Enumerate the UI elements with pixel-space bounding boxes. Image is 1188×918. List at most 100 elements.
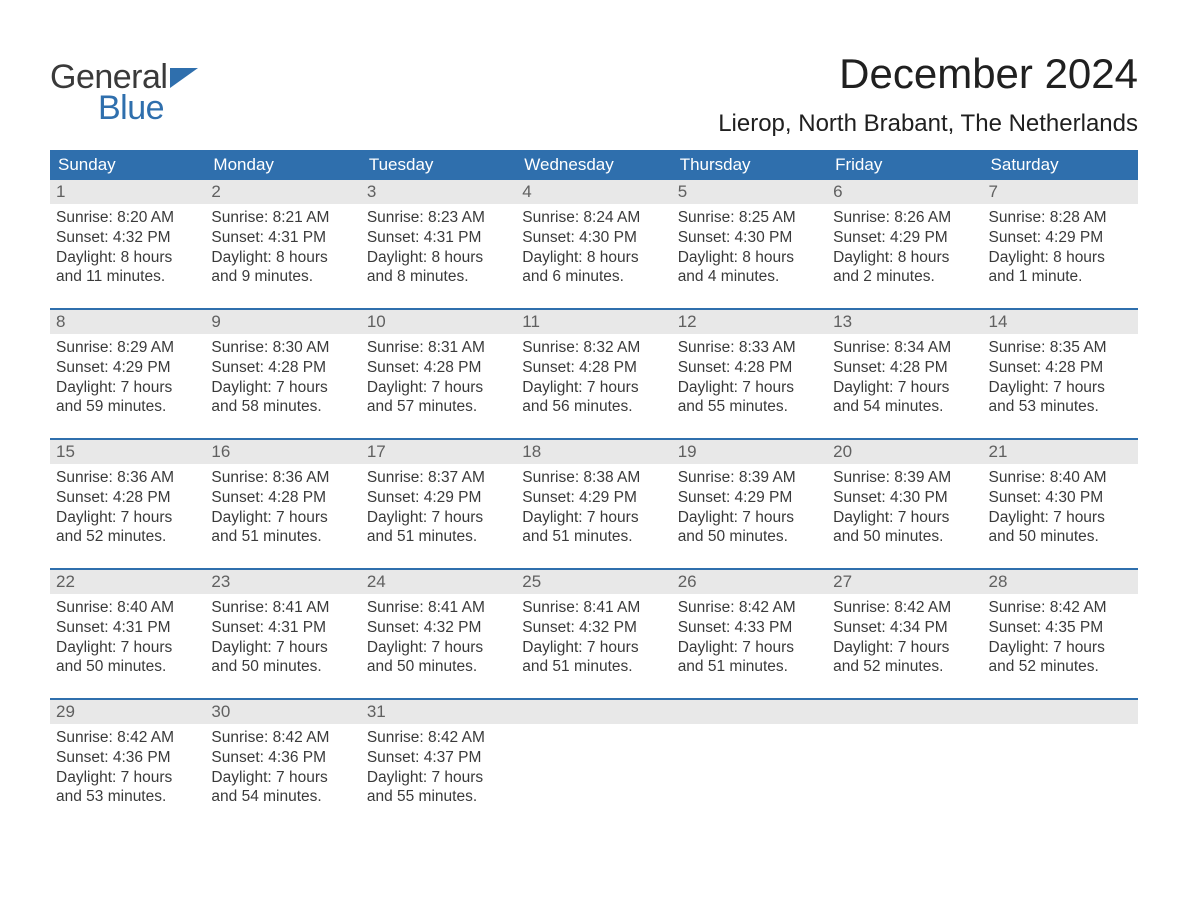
sunrise-line: Sunrise: 8:28 AM [989, 208, 1132, 228]
day-body: Sunrise: 8:28 AMSunset: 4:29 PMDaylight:… [983, 204, 1138, 287]
daylight-line-2: and 55 minutes. [367, 787, 510, 807]
calendar-day: 8 Sunrise: 8:29 AMSunset: 4:29 PMDaylight… [50, 310, 205, 438]
daylight-line-1: Daylight: 7 hours [211, 378, 354, 398]
daylight-line-1: Daylight: 7 hours [522, 378, 665, 398]
daylight-line-2: and 50 minutes. [211, 657, 354, 677]
day-number: 4 [516, 180, 671, 204]
calendar-day: 7Sunrise: 8:28 AMSunset: 4:29 PMDaylight… [983, 180, 1138, 308]
day-number-row: 13 [827, 310, 982, 334]
sunset-line: Sunset: 4:28 PM [56, 488, 199, 508]
sunrise-line: Sunrise: 8:31 AM [367, 338, 510, 358]
brand-flag-icon [170, 68, 198, 88]
day-body: Sunrise: 8:25 AMSunset: 4:30 PMDaylight:… [672, 204, 827, 287]
daylight-line-2: and 8 minutes. [367, 267, 510, 287]
sunset-line: Sunset: 4:28 PM [833, 358, 976, 378]
calendar-week: 29Sunrise: 8:42 AMSunset: 4:36 PMDayligh… [50, 698, 1138, 828]
day-number: 8 [50, 310, 205, 334]
day-body: Sunrise: 8:33 AMSunset: 4:28 PMDaylight:… [672, 334, 827, 417]
dow-cell: Monday [205, 150, 360, 180]
daylight-line-1: Daylight: 7 hours [678, 638, 821, 658]
day-body: Sunrise: 8:34 AMSunset: 4:28 PMDaylight:… [827, 334, 982, 417]
sunrise-line: Sunrise: 8:23 AM [367, 208, 510, 228]
daylight-line-1: Daylight: 8 hours [56, 248, 199, 268]
day-number-row: 15 [50, 440, 205, 464]
sunset-line: Sunset: 4:29 PM [367, 488, 510, 508]
day-number: 13 [827, 310, 982, 334]
day-body: Sunrise: 8:30 AMSunset: 4:28 PMDaylight:… [205, 334, 360, 417]
daylight-line-2: and 53 minutes. [56, 787, 199, 807]
sunset-line: Sunset: 4:29 PM [56, 358, 199, 378]
day-number [672, 700, 827, 724]
day-body: Sunrise: 8:21 AMSunset: 4:31 PMDaylight:… [205, 204, 360, 287]
daylight-line-1: Daylight: 7 hours [833, 508, 976, 528]
daylight-line-2: and 51 minutes. [367, 527, 510, 547]
sunset-line: Sunset: 4:32 PM [56, 228, 199, 248]
sunset-line: Sunset: 4:33 PM [678, 618, 821, 638]
calendar-week: 15Sunrise: 8:36 AMSunset: 4:28 PMDayligh… [50, 438, 1138, 568]
sunrise-line: Sunrise: 8:41 AM [367, 598, 510, 618]
day-number-row: 31 [361, 700, 516, 724]
daylight-line-1: Daylight: 7 hours [56, 768, 199, 788]
day-body: Sunrise: 8:36 AMSunset: 4:28 PMDaylight:… [50, 464, 205, 547]
calendar-day: 20Sunrise: 8:39 AMSunset: 4:30 PMDayligh… [827, 440, 982, 568]
calendar-day: 9Sunrise: 8:30 AMSunset: 4:28 PMDaylight… [205, 310, 360, 438]
daylight-line-1: Daylight: 7 hours [989, 638, 1132, 658]
daylight-line-2: and 50 minutes. [56, 657, 199, 677]
calendar-day [827, 700, 982, 828]
daylight-line-1: Daylight: 7 hours [211, 638, 354, 658]
dow-cell: Thursday [672, 150, 827, 180]
dow-cell: Saturday [983, 150, 1138, 180]
daylight-line-1: Daylight: 7 hours [522, 638, 665, 658]
daylight-line-2: and 4 minutes. [678, 267, 821, 287]
calendar-day: 14Sunrise: 8:35 AMSunset: 4:28 PMDayligh… [983, 310, 1138, 438]
daylight-line-1: Daylight: 7 hours [211, 508, 354, 528]
day-body: Sunrise: 8:41 AMSunset: 4:32 PMDaylight:… [516, 594, 671, 677]
daylight-line-1: Daylight: 8 hours [367, 248, 510, 268]
day-number-row: 23 [205, 570, 360, 594]
day-number-row: 28 [983, 570, 1138, 594]
day-body: Sunrise: 8:42 AMSunset: 4:34 PMDaylight:… [827, 594, 982, 677]
calendar-week: 1Sunrise: 8:20 AMSunset: 4:32 PMDaylight… [50, 180, 1138, 308]
sunset-line: Sunset: 4:37 PM [367, 748, 510, 768]
day-number [983, 700, 1138, 724]
daylight-line-2: and 51 minutes. [211, 527, 354, 547]
day-number [827, 700, 982, 724]
daylight-line-2: and 57 minutes. [367, 397, 510, 417]
daylight-line-1: Daylight: 7 hours [678, 508, 821, 528]
sunset-line: Sunset: 4:31 PM [367, 228, 510, 248]
sunrise-line: Sunrise: 8:29 AM [56, 338, 199, 358]
dow-cell: Friday [827, 150, 982, 180]
sunrise-line: Sunrise: 8:42 AM [56, 728, 199, 748]
daylight-line-2: and 56 minutes. [522, 397, 665, 417]
sunset-line: Sunset: 4:36 PM [56, 748, 199, 768]
calendar-day: 31Sunrise: 8:42 AMSunset: 4:37 PMDayligh… [361, 700, 516, 828]
calendar-day: 22Sunrise: 8:40 AMSunset: 4:31 PMDayligh… [50, 570, 205, 698]
day-number-row [983, 700, 1138, 724]
weeks-container: 1Sunrise: 8:20 AMSunset: 4:32 PMDaylight… [50, 180, 1138, 828]
sunrise-line: Sunrise: 8:40 AM [56, 598, 199, 618]
daylight-line-2: and 51 minutes. [678, 657, 821, 677]
day-body: Sunrise: 8:20 AMSunset: 4:32 PMDaylight:… [50, 204, 205, 287]
daylight-line-1: Daylight: 7 hours [56, 378, 199, 398]
calendar-day: 11Sunrise: 8:32 AMSunset: 4:28 PMDayligh… [516, 310, 671, 438]
calendar-day: 29Sunrise: 8:42 AMSunset: 4:36 PMDayligh… [50, 700, 205, 828]
calendar-day: 2Sunrise: 8:21 AMSunset: 4:31 PMDaylight… [205, 180, 360, 308]
day-number: 22 [50, 570, 205, 594]
sunrise-line: Sunrise: 8:42 AM [367, 728, 510, 748]
day-number: 14 [983, 310, 1138, 334]
sunset-line: Sunset: 4:28 PM [522, 358, 665, 378]
day-number: 6 [827, 180, 982, 204]
sunrise-line: Sunrise: 8:42 AM [989, 598, 1132, 618]
day-number-row: 25 [516, 570, 671, 594]
day-number-row: 3 [361, 180, 516, 204]
daylight-line-2: and 55 minutes. [678, 397, 821, 417]
daylight-line-2: and 50 minutes. [678, 527, 821, 547]
sunrise-line: Sunrise: 8:42 AM [211, 728, 354, 748]
day-body: Sunrise: 8:31 AMSunset: 4:28 PMDaylight:… [361, 334, 516, 417]
daylight-line-1: Daylight: 7 hours [989, 378, 1132, 398]
brand-logo: General Blue [50, 58, 198, 128]
day-number: 24 [361, 570, 516, 594]
daylight-line-1: Daylight: 8 hours [989, 248, 1132, 268]
calendar-day: 23Sunrise: 8:41 AMSunset: 4:31 PMDayligh… [205, 570, 360, 698]
location-subtitle: Lierop, North Brabant, The Netherlands [718, 110, 1138, 138]
